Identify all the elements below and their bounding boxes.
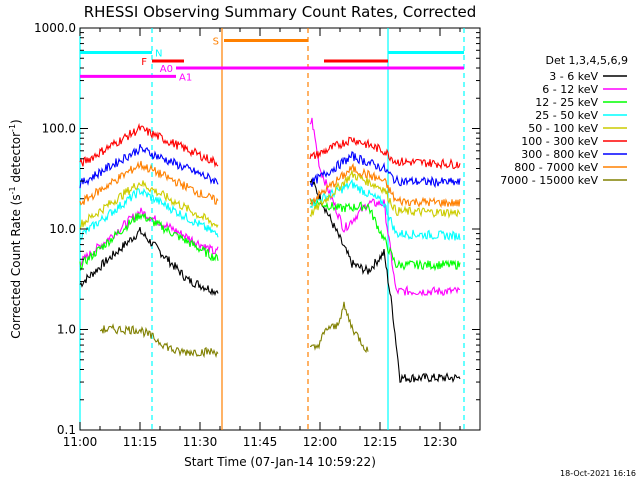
x-tick-label: 11:00 xyxy=(63,435,98,449)
series-line xyxy=(99,301,369,359)
y-axis-label-mid: detector xyxy=(9,132,23,187)
x-tick-label: 12:00 xyxy=(303,435,338,449)
y-tick-label: 1.0 xyxy=(57,323,76,337)
series-line xyxy=(79,160,461,209)
vertical-markers xyxy=(79,28,465,430)
x-axis-label: Start Time (07-Jan-14 10:59:22) xyxy=(184,455,376,469)
flag-label: N xyxy=(155,49,162,60)
legend-entry-label: 6 - 12 keV xyxy=(542,83,598,96)
series-line xyxy=(79,170,461,230)
y-axis-label-group: Corrected Count Rate (s-1 detector-1) xyxy=(8,119,23,338)
x-tick-label: 11:15 xyxy=(123,435,158,449)
x-tick-label: 11:30 xyxy=(183,435,218,449)
legend-entry-label: 100 - 300 keV xyxy=(521,135,598,148)
legend-entry-label: 300 - 800 keV xyxy=(521,148,598,161)
flag-label: S xyxy=(213,37,219,48)
x-tick-label: 11:45 xyxy=(243,435,278,449)
series-line xyxy=(79,117,461,297)
y-axis-label-exp1: -1 xyxy=(8,186,17,194)
legend-header: Det 1,3,4,5,6,9 xyxy=(545,54,628,67)
y-axis-label-exp2: -1 xyxy=(8,124,17,132)
y-axis-label-main: Corrected Count Rate (s xyxy=(9,194,23,338)
flag-label: F xyxy=(141,57,147,68)
legend-entry-label: 25 - 50 keV xyxy=(535,109,598,122)
x-axis: 11:00 11:15 11:30 11:45 12:00 12:15 12:30 xyxy=(63,28,481,449)
flag-label: A1 xyxy=(179,72,192,83)
series-line xyxy=(80,178,461,241)
series-line xyxy=(79,178,461,384)
legend-entry-label: 3 - 6 keV xyxy=(549,70,598,83)
y-axis-label: Corrected Count Rate (s-1 detector-1) xyxy=(8,119,23,338)
series-line xyxy=(79,144,461,189)
y-tick-label: 1000.0 xyxy=(34,21,76,35)
legend-entry-label: 50 - 100 keV xyxy=(528,122,598,135)
flag-bars: NF S A0 A1 xyxy=(80,37,464,83)
chart-title: RHESSI Observing Summary Count Rates, Co… xyxy=(84,3,477,21)
x-tick-label: 12:15 xyxy=(363,435,398,449)
y-tick-label: 10.0 xyxy=(49,222,76,236)
legend-entry-label: 12 - 25 keV xyxy=(535,96,598,109)
y-tick-label: 0.1 xyxy=(57,423,76,437)
y-tick-label: 100.0 xyxy=(42,122,76,136)
footer-timestamp: 18-Oct-2021 16:16 xyxy=(560,469,636,478)
y-axis-label-end: ) xyxy=(9,119,23,124)
y-axis: 0.1 1.0 10.0 100.0 1000.0 xyxy=(34,21,480,437)
series-lines xyxy=(79,117,461,384)
x-tick-label: 12:30 xyxy=(423,435,458,449)
flag-label: A0 xyxy=(160,64,173,75)
series-line xyxy=(79,198,461,272)
series-line xyxy=(79,122,461,170)
legend-entry-label: 800 - 7000 keV xyxy=(514,161,598,174)
legend-entry-label: 7000 - 15000 keV xyxy=(500,174,598,187)
